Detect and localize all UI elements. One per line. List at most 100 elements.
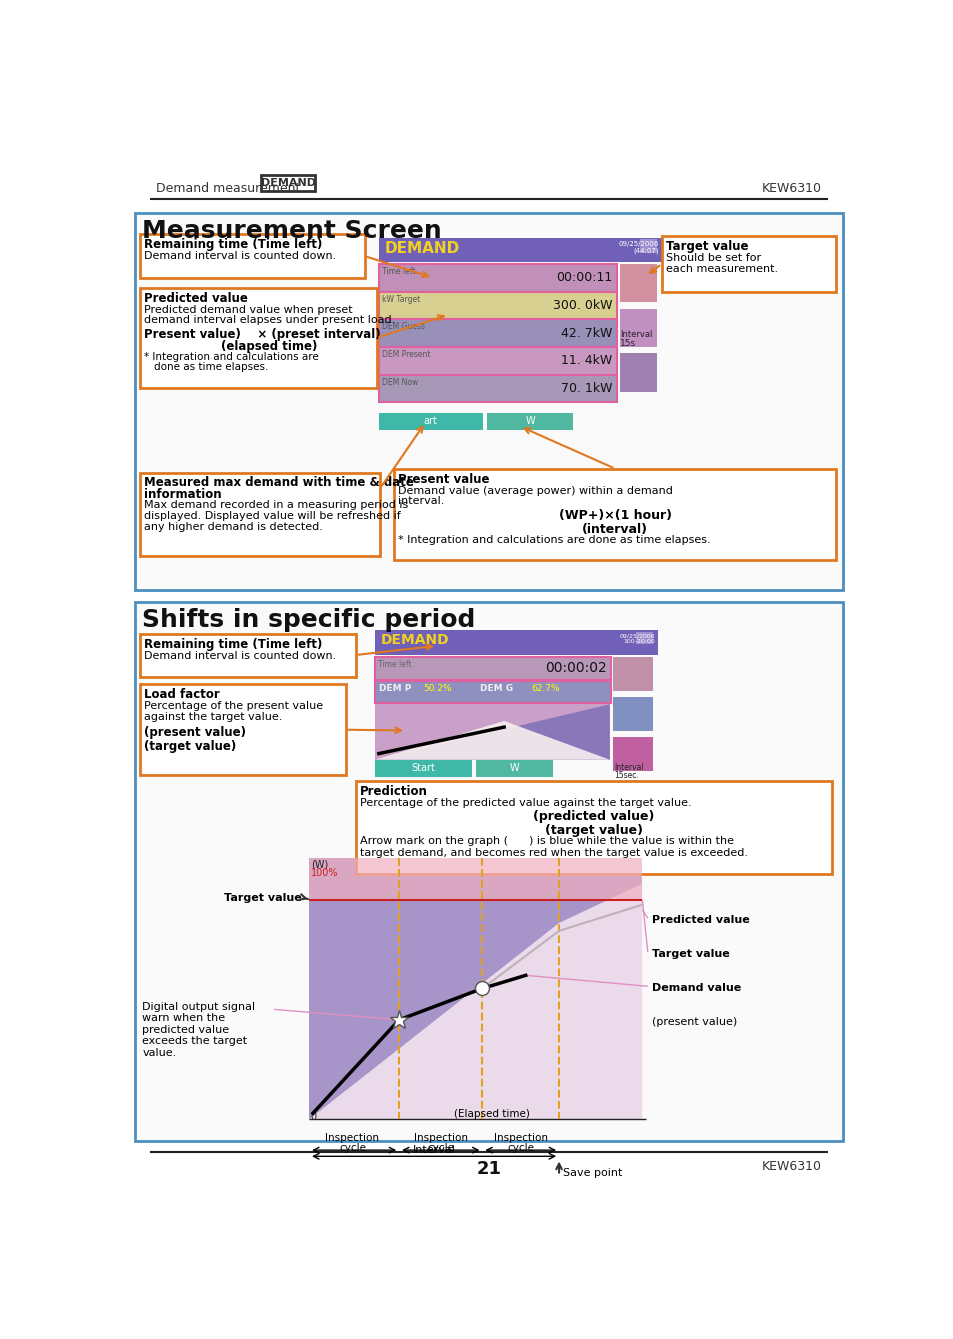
Text: Start: Start (411, 763, 435, 773)
Text: Interval: Interval (619, 331, 652, 339)
FancyBboxPatch shape (394, 469, 835, 560)
Text: Demand value: Demand value (651, 983, 740, 994)
Text: Time left: Time left (381, 266, 416, 276)
Text: Target value: Target value (651, 949, 729, 959)
Text: Max demand recorded in a measuring period is: Max demand recorded in a measuring perio… (144, 501, 408, 510)
FancyBboxPatch shape (134, 603, 842, 1141)
Text: cycle: cycle (427, 1144, 454, 1153)
Text: * Integration and calculations are done as time elapses.: * Integration and calculations are done … (397, 534, 710, 545)
FancyBboxPatch shape (612, 736, 653, 771)
Text: 15s: 15s (619, 339, 636, 348)
FancyBboxPatch shape (309, 857, 641, 1119)
Text: (predicted value): (predicted value) (533, 810, 654, 822)
Text: target demand, and becomes red when the target value is exceeded.: target demand, and becomes red when the … (360, 848, 747, 857)
FancyBboxPatch shape (639, 240, 657, 253)
Text: each measurement.: each measurement. (665, 264, 777, 274)
Polygon shape (309, 884, 641, 1119)
FancyBboxPatch shape (476, 759, 553, 777)
Text: Arrow mark on the graph (      ) is blue while the value is within the: Arrow mark on the graph ( ) is blue whil… (360, 836, 734, 846)
FancyBboxPatch shape (378, 264, 617, 292)
Text: done as time elapses.: done as time elapses. (154, 363, 268, 372)
Text: 15sec.: 15sec. (614, 771, 639, 781)
FancyBboxPatch shape (375, 759, 472, 777)
Text: Percentage of the predicted value against the target value.: Percentage of the predicted value agains… (360, 798, 691, 809)
FancyBboxPatch shape (309, 857, 641, 900)
Text: Inspection: Inspection (494, 1133, 547, 1144)
Text: cycle: cycle (338, 1144, 366, 1153)
Text: (present value): (present value) (144, 726, 246, 739)
FancyBboxPatch shape (134, 213, 842, 590)
Text: Measurement Screen: Measurement Screen (142, 220, 442, 244)
Text: 11. 4kW: 11. 4kW (560, 355, 612, 367)
FancyBboxPatch shape (140, 684, 345, 775)
Text: Present value: Present value (397, 473, 489, 486)
FancyBboxPatch shape (140, 473, 380, 556)
Text: W: W (509, 763, 518, 773)
FancyBboxPatch shape (140, 234, 365, 279)
Polygon shape (375, 720, 609, 759)
Text: demand interval elapses under present load.: demand interval elapses under present lo… (144, 316, 395, 325)
Text: DEM P: DEM P (378, 684, 411, 694)
Text: Remaining time (Time left): Remaining time (Time left) (144, 238, 322, 250)
Text: interval.: interval. (397, 497, 444, 506)
FancyBboxPatch shape (378, 319, 617, 347)
Text: (W): (W) (311, 860, 328, 870)
FancyBboxPatch shape (619, 308, 657, 347)
Text: (elapsed time): (elapsed time) (221, 340, 317, 353)
FancyBboxPatch shape (261, 175, 315, 190)
Text: kW Target: kW Target (381, 295, 419, 304)
Text: 50.2%: 50.2% (422, 684, 451, 694)
Text: Predicted demand value when preset: Predicted demand value when preset (144, 305, 353, 315)
Text: Target value: Target value (223, 893, 301, 904)
Text: DEMAND: DEMAND (385, 241, 460, 256)
Text: 0: 0 (311, 1111, 316, 1122)
Text: DEMAND: DEMAND (381, 633, 450, 648)
FancyBboxPatch shape (378, 414, 483, 430)
FancyBboxPatch shape (661, 236, 835, 292)
Text: 00:00:02: 00:00:02 (544, 661, 606, 675)
Text: W: W (525, 416, 535, 426)
FancyBboxPatch shape (378, 292, 617, 319)
FancyBboxPatch shape (140, 635, 355, 676)
FancyBboxPatch shape (612, 656, 653, 691)
Text: DEMAND: DEMAND (260, 178, 315, 187)
Text: Predicted value: Predicted value (651, 915, 749, 925)
Text: (interval): (interval) (581, 522, 648, 536)
Text: KEW6310: KEW6310 (761, 182, 821, 195)
Text: Remaining time (Time left): Remaining time (Time left) (144, 639, 322, 651)
Text: (WP+)×(1 hour): (WP+)×(1 hour) (558, 509, 671, 522)
FancyBboxPatch shape (140, 288, 376, 388)
Text: Inspection: Inspection (414, 1133, 467, 1144)
Polygon shape (375, 704, 609, 759)
FancyBboxPatch shape (487, 414, 572, 430)
Text: 00:00:11: 00:00:11 (556, 272, 612, 284)
Text: 62.7%: 62.7% (531, 684, 559, 694)
FancyBboxPatch shape (378, 375, 617, 403)
Text: cycle: cycle (507, 1144, 534, 1153)
FancyBboxPatch shape (355, 781, 831, 874)
FancyBboxPatch shape (619, 264, 657, 303)
Text: 300. 0kW: 300. 0kW (552, 299, 612, 312)
Text: art: art (423, 416, 437, 426)
FancyBboxPatch shape (619, 353, 657, 392)
Text: 09/25/2006
(44:07): 09/25/2006 (44:07) (618, 241, 658, 254)
Text: KEW6310: KEW6310 (761, 1160, 821, 1173)
Text: Measured max demand with time & date: Measured max demand with time & date (144, 477, 414, 489)
FancyBboxPatch shape (612, 696, 653, 731)
Text: Interval: Interval (614, 763, 643, 771)
Text: (present value): (present value) (651, 1018, 736, 1027)
FancyBboxPatch shape (375, 656, 611, 680)
Text: 09/25/2006
100-20-00: 09/25/2006 100-20-00 (618, 633, 654, 644)
Text: (Elapsed time): (Elapsed time) (454, 1109, 530, 1118)
Text: 100%: 100% (311, 868, 337, 878)
Text: Digital output signal
warn when the
predicted value
exceeds the target
value.: Digital output signal warn when the pred… (142, 1002, 255, 1058)
Text: Predicted value: Predicted value (144, 292, 248, 304)
Text: Demand measurement: Demand measurement (155, 182, 300, 195)
FancyBboxPatch shape (375, 682, 611, 703)
Text: Demand interval is counted down.: Demand interval is counted down. (144, 651, 336, 661)
Text: displayed. Displayed value will be refreshed if: displayed. Displayed value will be refre… (144, 511, 400, 521)
Text: DEM Now: DEM Now (381, 378, 417, 387)
Text: 42. 7kW: 42. 7kW (560, 327, 612, 340)
FancyBboxPatch shape (378, 347, 617, 375)
Text: Save point: Save point (562, 1168, 621, 1178)
